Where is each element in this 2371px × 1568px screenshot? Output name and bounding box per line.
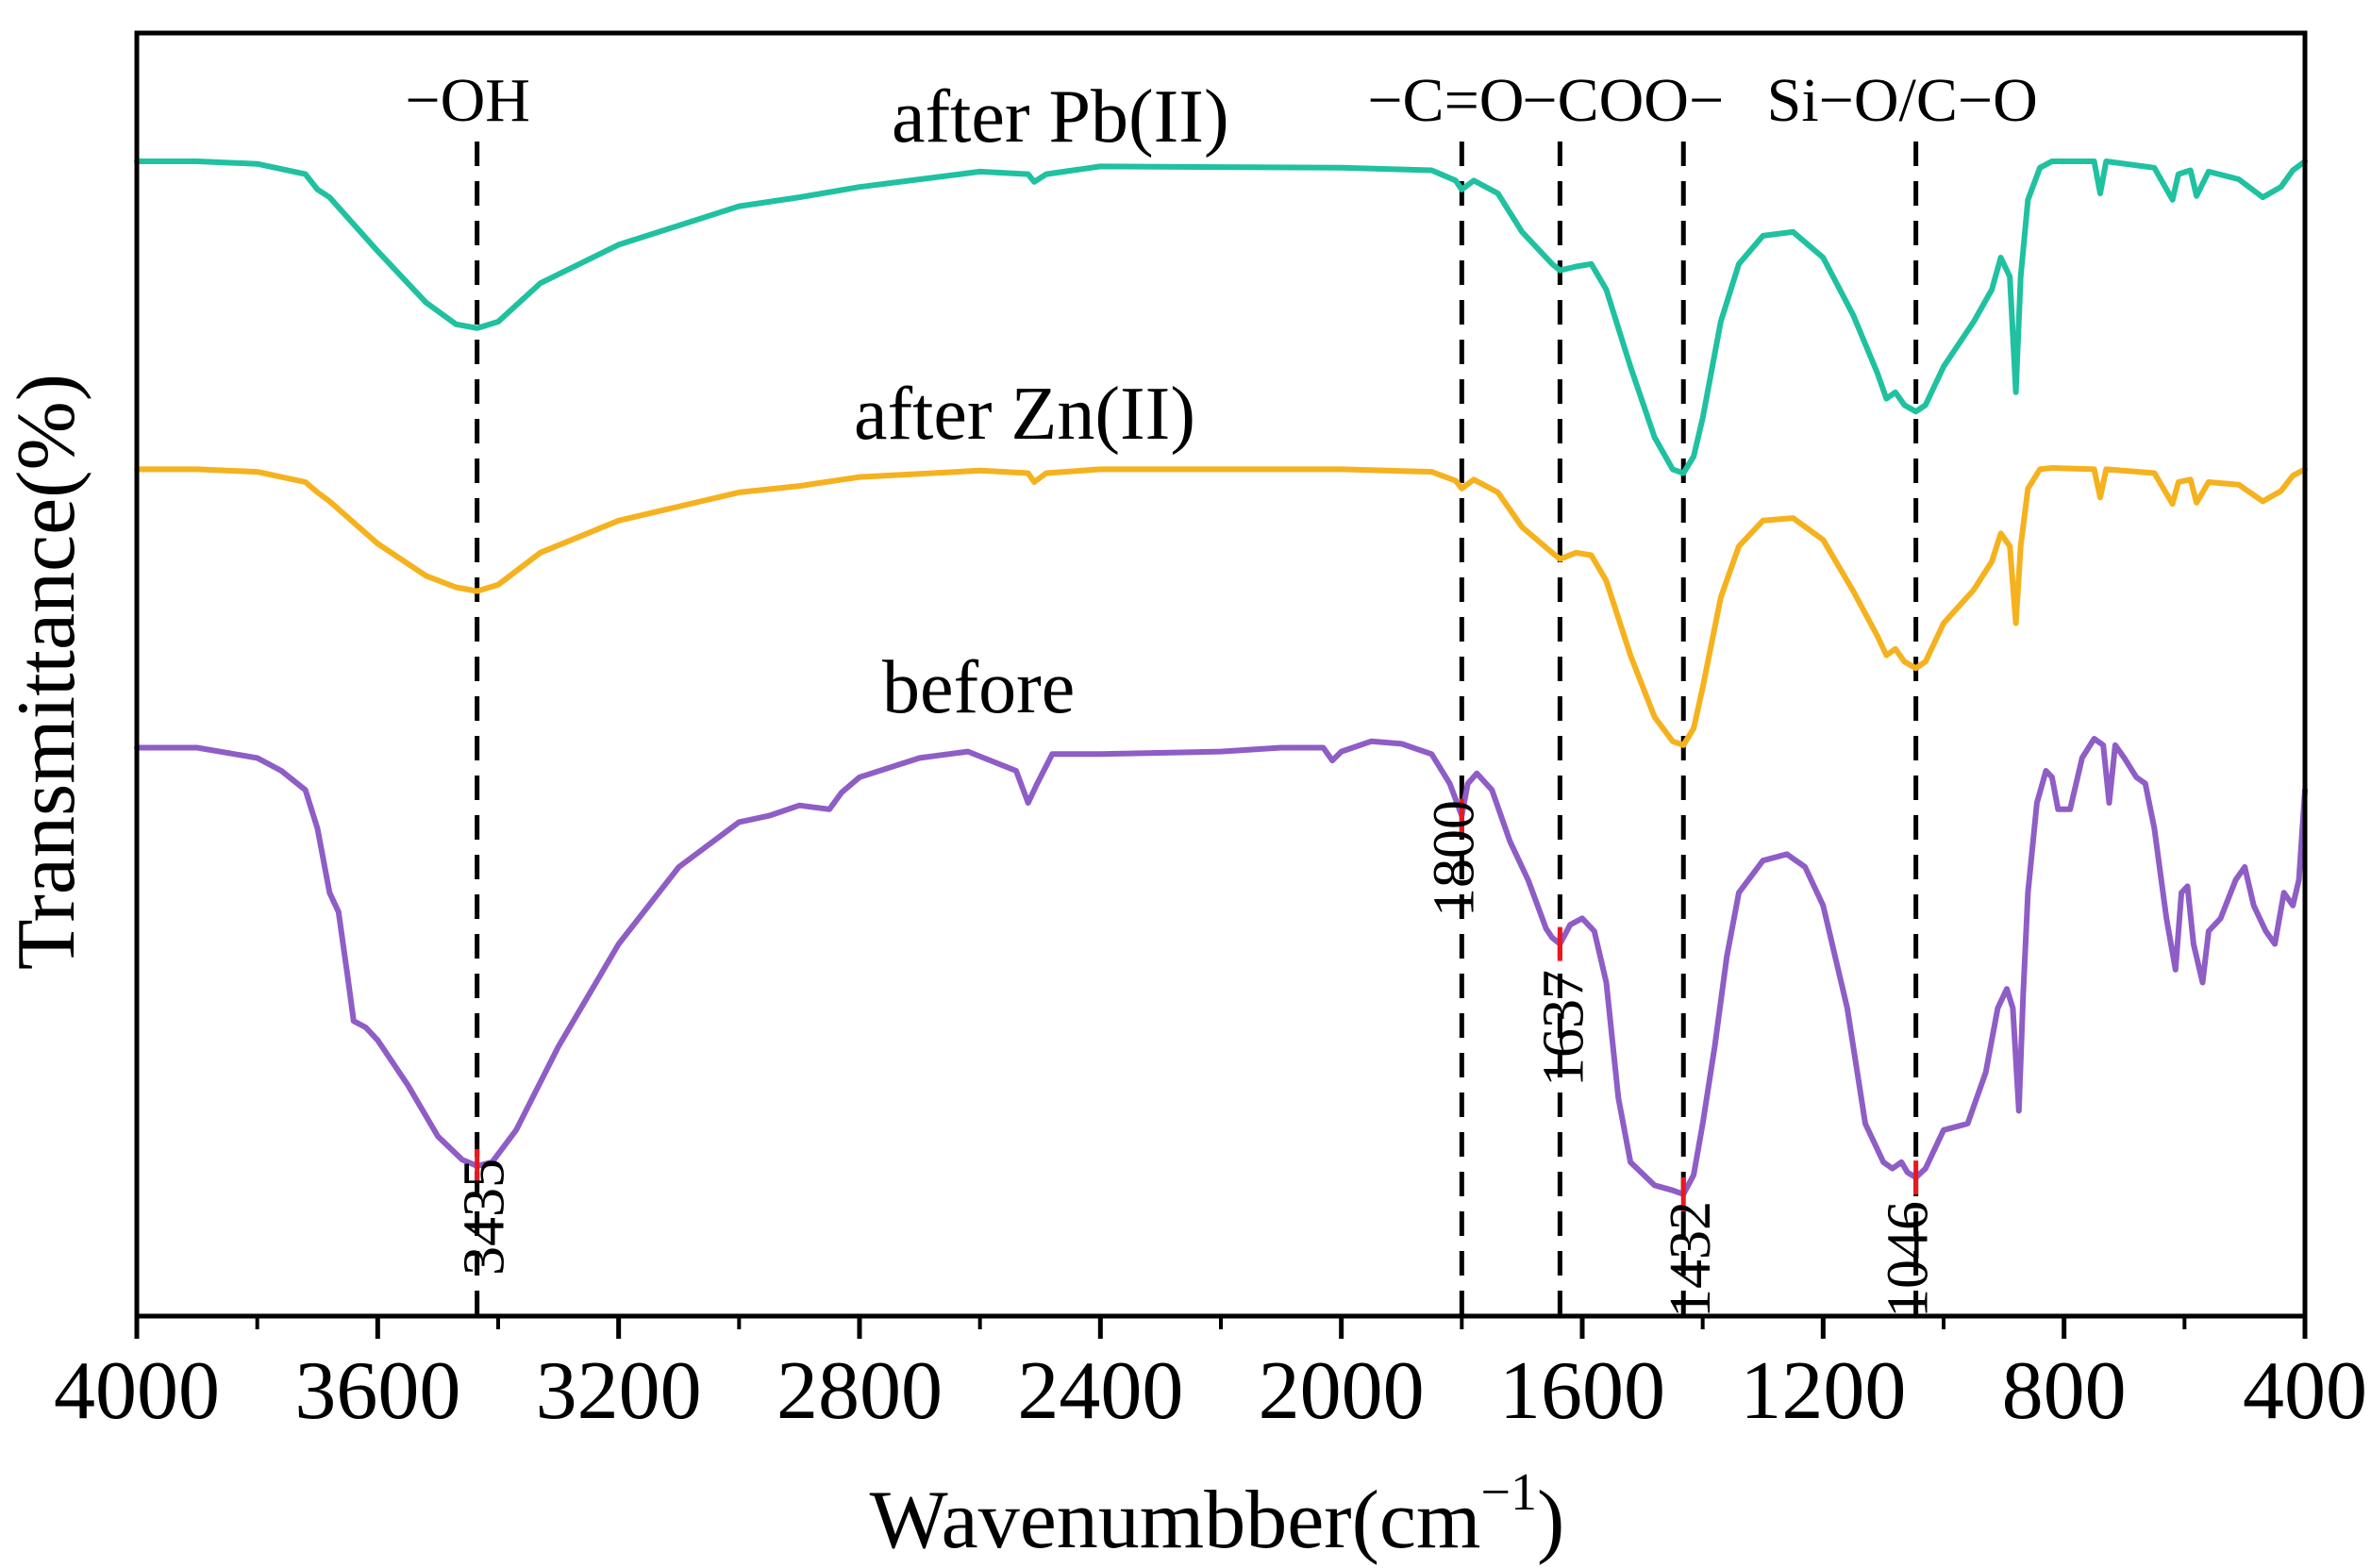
peak-label-1637: 1637 xyxy=(1531,970,1595,1087)
x-tick-label: 2800 xyxy=(776,1345,943,1437)
x-tick-label: 3600 xyxy=(294,1345,460,1437)
series-line-pb xyxy=(134,158,2308,476)
peak-label-1046: 1046 xyxy=(1877,1201,1941,1318)
peak-labels: 3435 1800 1637 1432 1046 xyxy=(453,800,1941,1318)
functional-group-labels: −OH −C=O−COO− Si−O/C−O xyxy=(405,66,2037,135)
group-label-3435: −OH xyxy=(405,66,530,135)
series-layer xyxy=(134,158,2308,1197)
curve-label-before: before xyxy=(882,646,1075,729)
x-axis-title-main: Wavenumbber(cm xyxy=(870,1475,1481,1566)
curve-labels: after Pb(II) after Zn(II) before xyxy=(854,75,1229,729)
y-axis-title: Transmittance(%) xyxy=(1,374,92,970)
x-tick-label: 800 xyxy=(2002,1345,2127,1437)
x-tick-label: 3200 xyxy=(536,1345,702,1437)
x-tick-label: 4000 xyxy=(54,1345,220,1437)
x-tick-label: 1200 xyxy=(1740,1345,1906,1437)
x-tick-label: 400 xyxy=(2243,1345,2367,1437)
curve-label-zn: after Zn(II) xyxy=(854,373,1195,456)
peak-label-1432: 1432 xyxy=(1659,1201,1723,1318)
x-axis-title: Wavenumbber(cm−1) xyxy=(870,1463,1565,1566)
peak-label-1800: 1800 xyxy=(1422,800,1486,917)
group-label-1046: Si−O/C−O xyxy=(1767,66,2038,135)
curve-label-pb: after Pb(II) xyxy=(892,75,1229,158)
peak-markers xyxy=(475,798,1919,1211)
x-axis-ticks xyxy=(134,1316,2308,1339)
group-label-1800: −C=O xyxy=(1367,66,1524,135)
series-line-before xyxy=(134,736,2308,1197)
peak-label-3435: 3435 xyxy=(453,1159,517,1276)
x-tick-label: 1600 xyxy=(1499,1345,1665,1437)
x-tick-label: 2000 xyxy=(1259,1345,1425,1437)
x-axis-tick-labels: 4000 3600 3200 2800 2400 2000 1600 1200 800 400 xyxy=(54,1345,2367,1437)
x-tick-label: 2400 xyxy=(1017,1345,1183,1437)
series-line-zn xyxy=(134,465,2308,748)
group-label-1637: −COO− xyxy=(1522,66,1724,135)
x-axis-title-close: ) xyxy=(1537,1475,1564,1566)
x-axis-title-superscript: −1 xyxy=(1480,1463,1537,1522)
